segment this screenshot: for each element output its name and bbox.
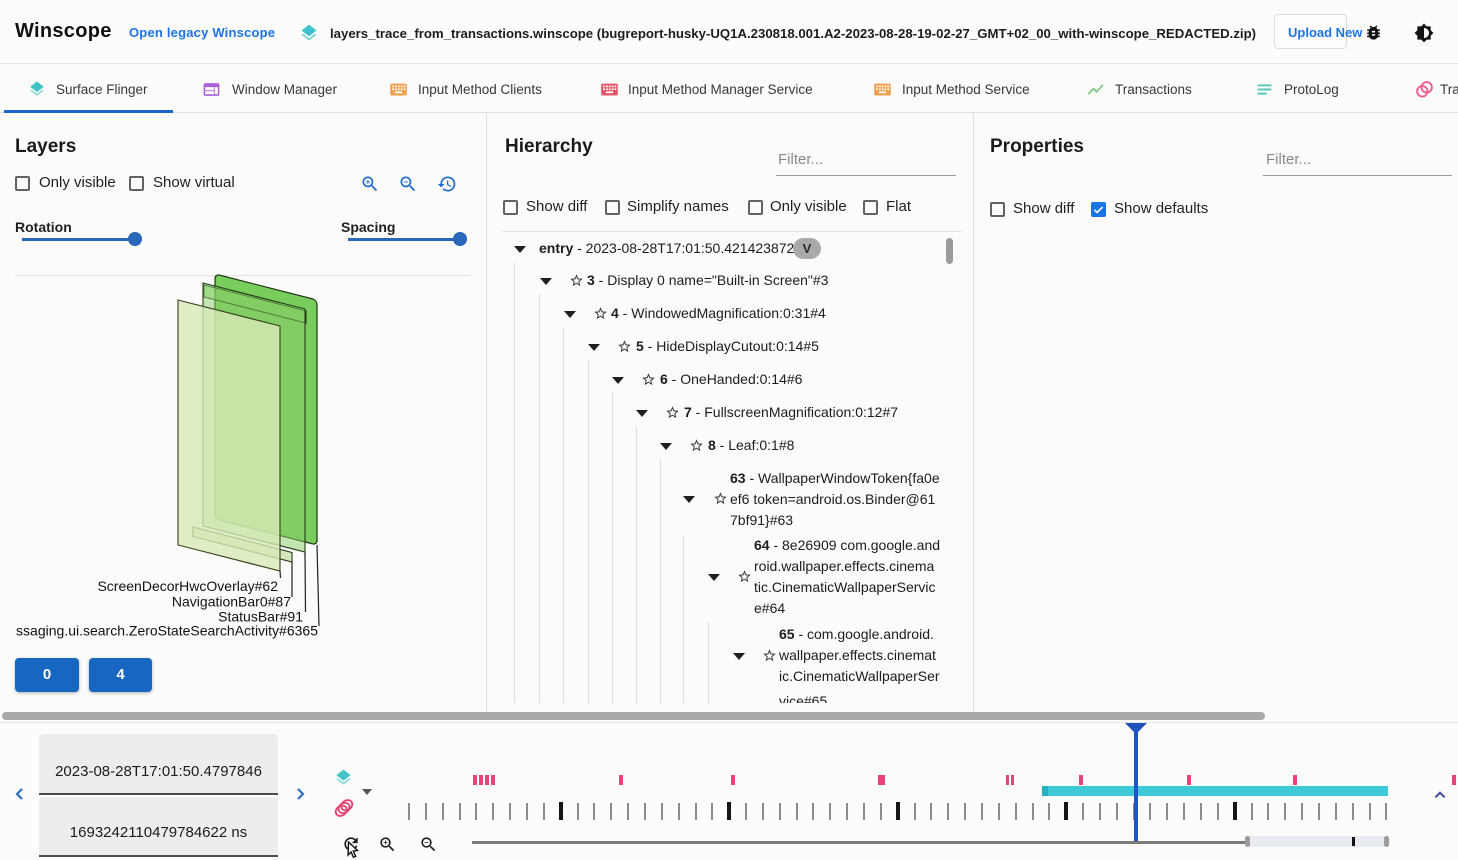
svg-text:NavigationBar0#87: NavigationBar0#87 bbox=[172, 594, 291, 610]
svg-text:StatusBar#91: StatusBar#91 bbox=[218, 609, 303, 625]
svg-text:ssaging.ui.search.ZeroStateSea: ssaging.ui.search.ZeroStateSearchActivit… bbox=[16, 623, 318, 639]
svg-text:ScreenDecorHwcOverlay#62: ScreenDecorHwcOverlay#62 bbox=[97, 578, 278, 594]
